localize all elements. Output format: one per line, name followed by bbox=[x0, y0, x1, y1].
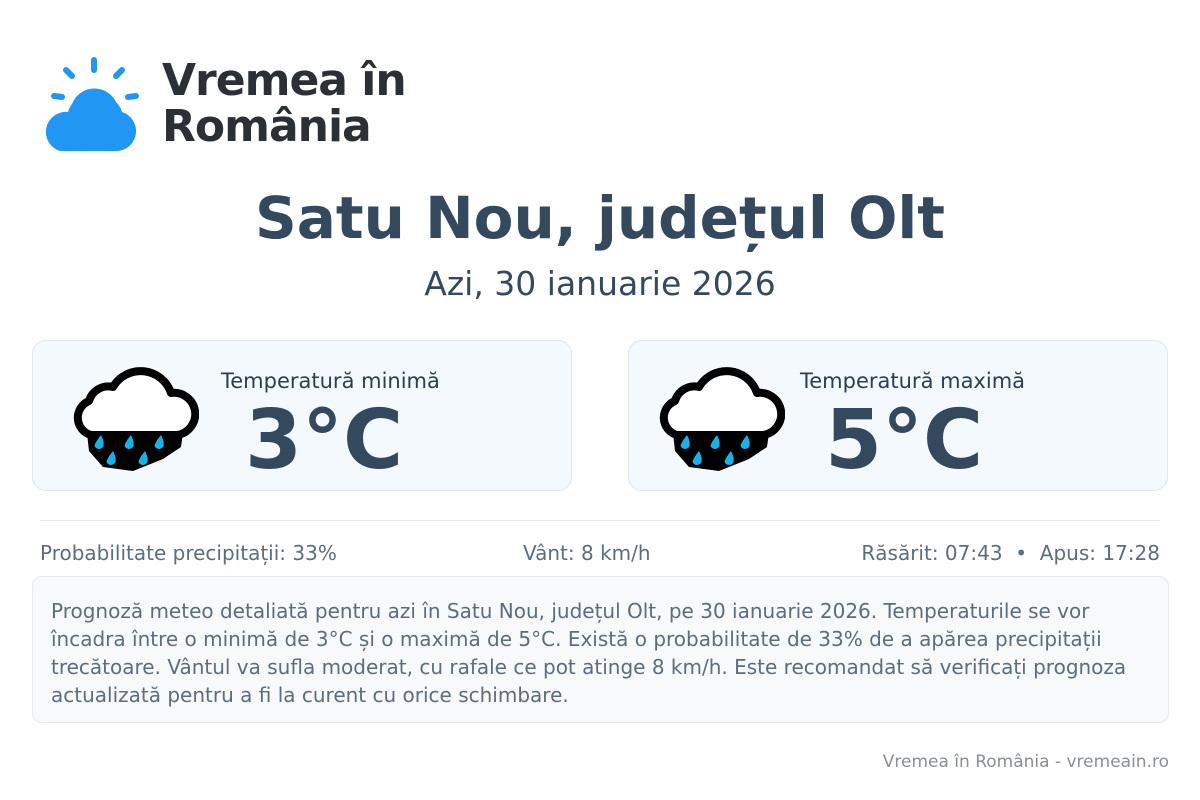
wind-stat: Vânt: 8 km/h bbox=[523, 541, 651, 565]
sun-cloud-icon bbox=[45, 57, 139, 151]
logo-line1: Vremea în bbox=[162, 55, 407, 106]
max-temp-value: 5°C bbox=[825, 393, 984, 488]
footer-credit[interactable]: Vremea în România - vremeain.ro bbox=[882, 752, 1169, 772]
forecast-description: Prognoză meteo detaliată pentru azi în S… bbox=[32, 576, 1169, 723]
logo-line2: România bbox=[162, 101, 372, 152]
min-temp-label: Temperatură minimă bbox=[221, 369, 440, 393]
logo[interactable]: Vremea în România bbox=[36, 54, 407, 154]
sun-times-stat: Răsărit: 07:43 • Apus: 17:28 bbox=[861, 541, 1160, 565]
rain-cloud-icon bbox=[73, 367, 199, 471]
page-subtitle: Azi, 30 ianuarie 2026 bbox=[424, 264, 776, 303]
max-temp-card: Temperatură maximă 5°C bbox=[628, 340, 1168, 491]
precipitation-stat: Probabilitate precipitații: 33% bbox=[40, 541, 337, 565]
min-temp-value: 3°C bbox=[245, 393, 404, 488]
divider bbox=[40, 520, 1160, 521]
rain-cloud-icon bbox=[659, 367, 785, 471]
page-title: Satu Nou, județul Olt bbox=[254, 184, 946, 252]
max-temp-label: Temperatură maximă bbox=[800, 369, 1026, 393]
min-temp-card: Temperatură minimă 3°C bbox=[32, 340, 572, 491]
